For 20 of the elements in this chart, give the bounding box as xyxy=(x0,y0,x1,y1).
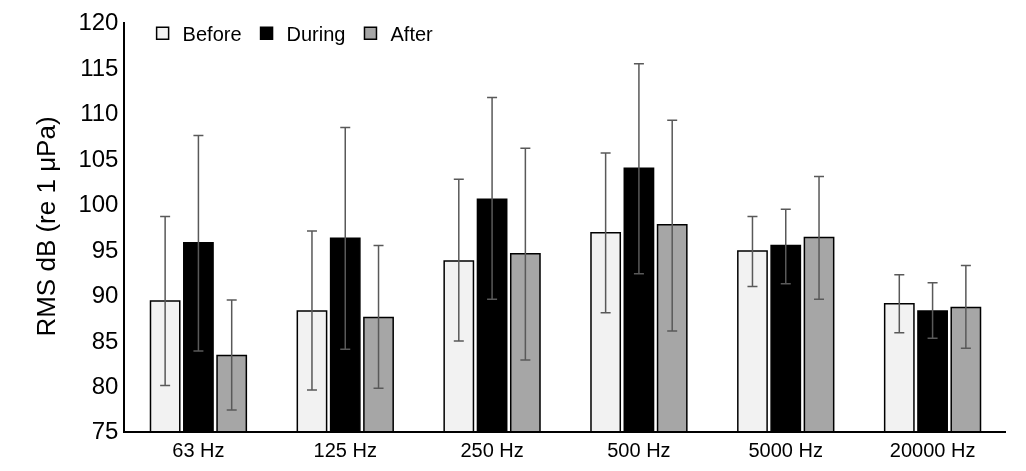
y-tick-label: 110 xyxy=(80,99,119,127)
legend-label: Before xyxy=(182,23,242,46)
legend-label: After xyxy=(390,23,434,46)
y-tick-label: 85 xyxy=(91,326,119,354)
y-tick-label: 90 xyxy=(91,281,119,309)
y-tick-label: 75 xyxy=(91,417,119,445)
y-tick-label: 105 xyxy=(78,144,119,172)
y-tick-label: 100 xyxy=(78,190,119,218)
legend-label: During xyxy=(286,23,346,46)
y-tick-label: 120 xyxy=(78,8,119,36)
y-tick-label: 115 xyxy=(80,53,119,81)
y-tick-label: 80 xyxy=(91,371,119,399)
x-tick-label: 63 Hz xyxy=(172,438,225,461)
y-tick-label: 95 xyxy=(91,235,119,263)
x-tick-label: 125 Hz xyxy=(313,438,377,461)
x-tick-label: 500 Hz xyxy=(607,438,671,461)
x-tick-label: 5000 Hz xyxy=(748,438,823,461)
x-tick-label: 250 Hz xyxy=(460,438,524,461)
x-tick-label: 20000 Hz xyxy=(889,438,976,461)
y-axis-title: RMS dB (re 1 μPa) xyxy=(31,116,62,337)
